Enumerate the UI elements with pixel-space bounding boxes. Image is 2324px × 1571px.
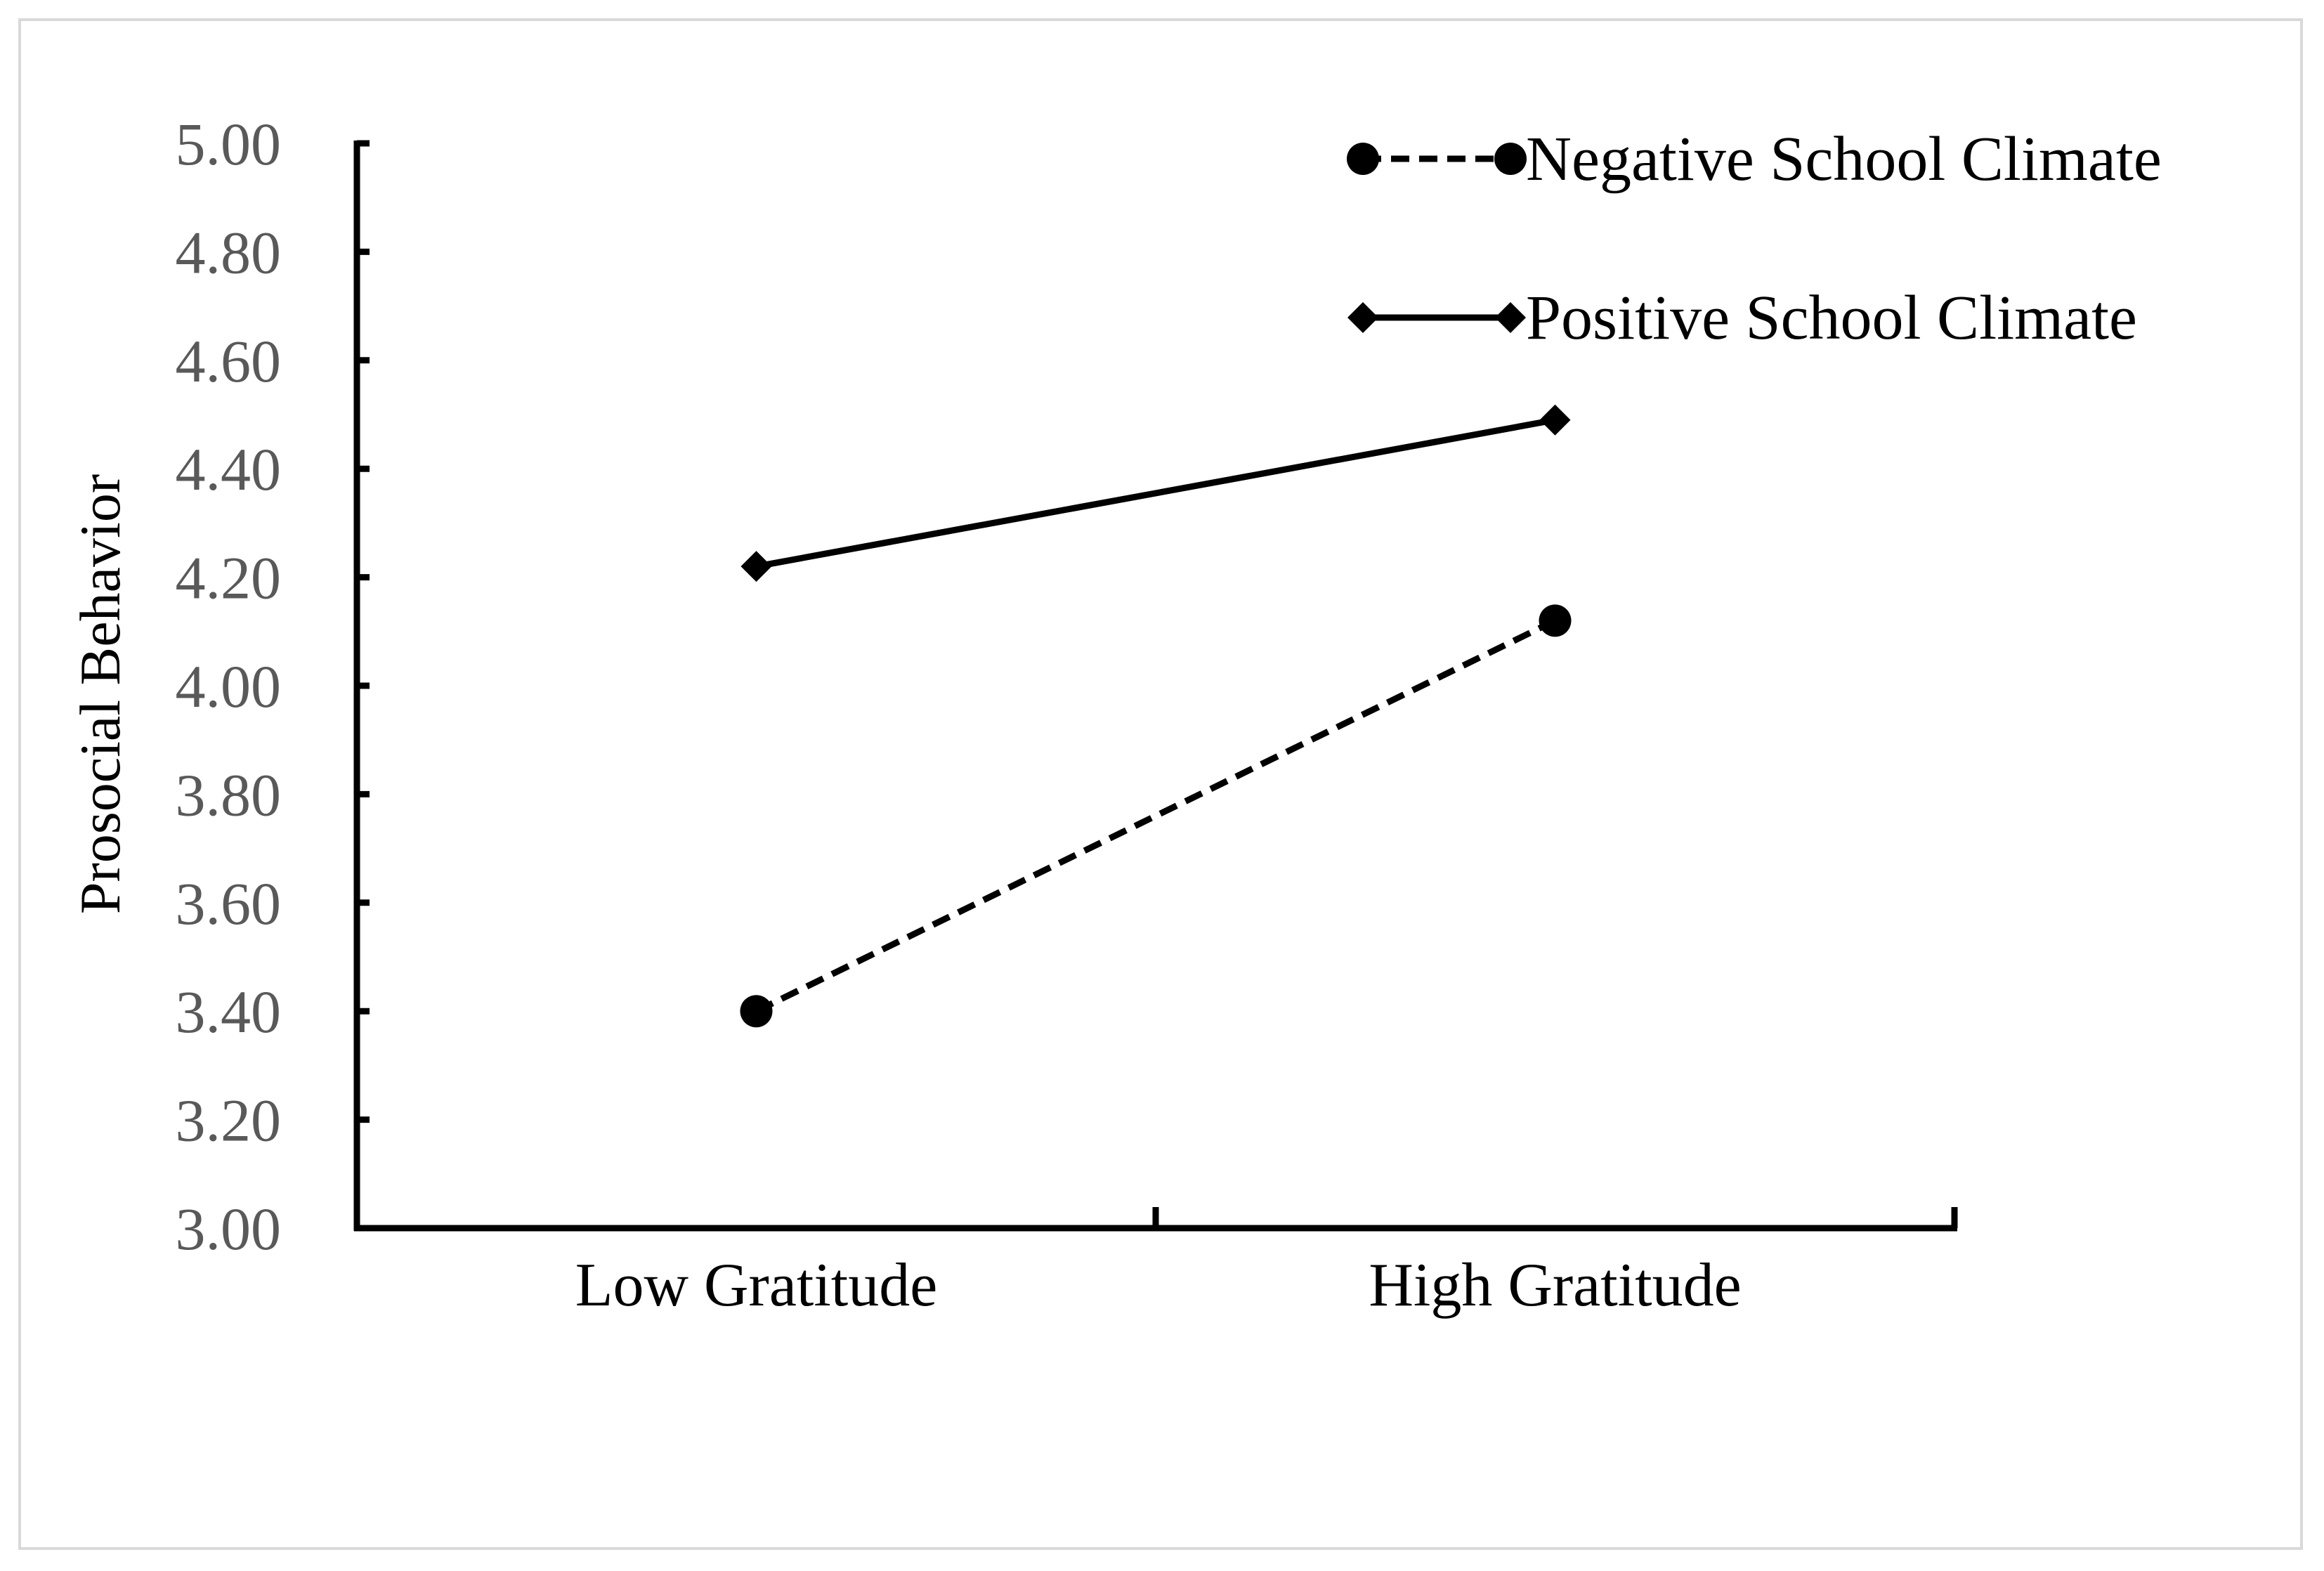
- y-tick-label: 5.00: [176, 110, 282, 178]
- legend-marker: [1347, 143, 1379, 175]
- y-tick-label: 4.20: [176, 545, 282, 612]
- data-point: [1539, 604, 1572, 637]
- legend-label: Negative School Climate: [1526, 124, 2162, 194]
- legend: Negative School Climate Positive School C…: [1347, 124, 2162, 353]
- y-tick-label: 4.40: [176, 436, 282, 503]
- x-category-labels: Low Gratitude High Gratitude: [575, 1251, 1742, 1319]
- chart-frame: [18, 18, 2303, 1550]
- legend-marker: [1494, 143, 1527, 175]
- series-layer: [740, 404, 1572, 1028]
- legend-label: Positive School Climate: [1526, 283, 2137, 353]
- y-tick-label: 3.40: [176, 978, 282, 1045]
- y-tick-label: 3.80: [176, 761, 282, 828]
- y-tick-label: 4.80: [176, 219, 282, 286]
- series-line: [755, 618, 1557, 1015]
- y-axis-title: Prosocial Behavior: [68, 474, 132, 914]
- axes: [353, 140, 1958, 1232]
- y-tick-label: 3.20: [176, 1087, 282, 1154]
- legend-item: Positive School Climate: [1347, 283, 2137, 353]
- legend-item: Negative School Climate: [1347, 124, 2162, 194]
- series-line: [755, 417, 1556, 570]
- series-positive: [740, 404, 1571, 582]
- x-category-label: Low Gratitude: [575, 1251, 938, 1319]
- series-negative: [740, 604, 1572, 1028]
- y-tick-label: 3.60: [176, 870, 282, 937]
- legend-marker: [1347, 302, 1378, 333]
- data-point: [740, 995, 773, 1028]
- y-tick-label: 4.60: [176, 327, 282, 395]
- x-category-label: High Gratitude: [1369, 1251, 1741, 1319]
- data-point: [1539, 404, 1571, 436]
- y-tick-labels: 3.00 3.20 3.40 3.60 3.80 4.00 4.20 4.40 4.60 4.80…: [176, 110, 282, 1263]
- y-tick-label: 3.00: [176, 1195, 282, 1263]
- legend-marker: [1495, 302, 1526, 333]
- y-tick-label: 4.00: [176, 653, 282, 720]
- data-point: [740, 551, 772, 582]
